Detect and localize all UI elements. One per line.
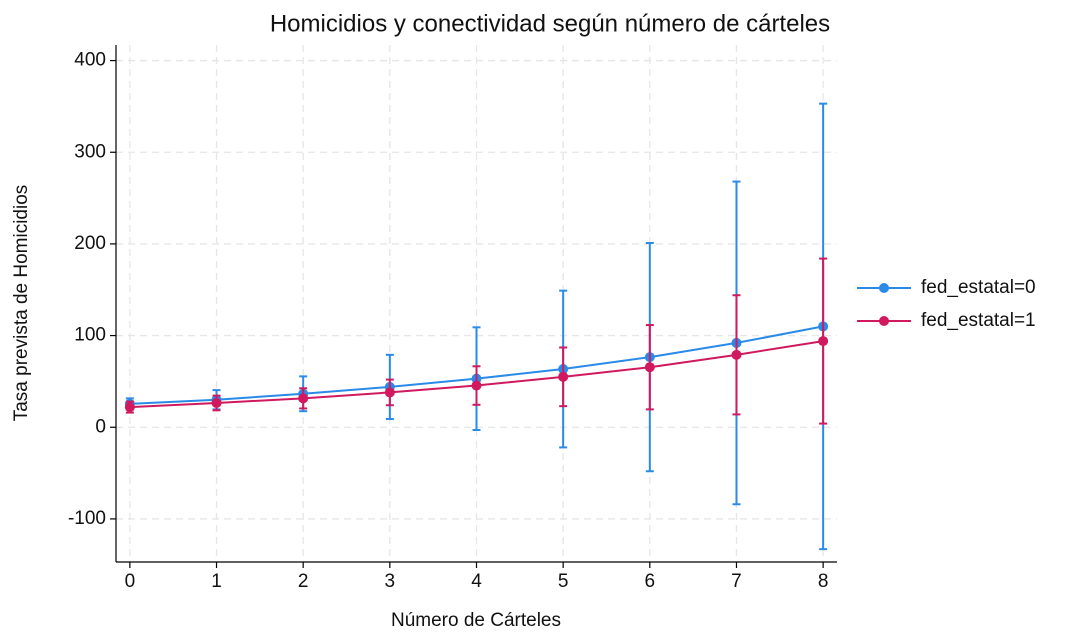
point (384, 387, 395, 398)
chart-title: Homicidios y conectividad según número d… (270, 10, 830, 37)
legend-marker (879, 283, 889, 293)
x-tick-label: 2 (298, 571, 309, 592)
y-tick-label: -100 (68, 508, 106, 529)
point (298, 393, 309, 404)
x-tick-label: 0 (125, 571, 136, 592)
x-axis-label: Número de Cárteles (391, 610, 561, 631)
point (644, 362, 655, 373)
y-tick-label: 400 (74, 50, 106, 71)
x-tick-label: 7 (731, 571, 742, 592)
x-tick-label: 3 (385, 571, 396, 592)
x-tick-label: 1 (211, 571, 222, 592)
legend-label: fed_estatal=1 (921, 310, 1036, 331)
point (558, 371, 569, 382)
point (211, 397, 222, 408)
point (471, 380, 482, 391)
x-tick-label: 6 (645, 571, 656, 592)
y-axis-label: Tasa prevista de Homicidios (11, 185, 32, 422)
legend-label: fed_estatal=0 (921, 277, 1036, 298)
x-tick-label: 8 (818, 571, 829, 592)
point (124, 402, 135, 413)
legend-marker (879, 316, 889, 326)
y-tick-label: 0 (95, 416, 106, 437)
point (818, 336, 829, 347)
x-tick-label: 5 (558, 571, 569, 592)
y-tick-label: 300 (74, 141, 106, 162)
point (731, 349, 742, 360)
y-tick-label: 100 (74, 325, 106, 346)
y-tick-label: 200 (74, 233, 106, 254)
x-tick-label: 4 (471, 571, 482, 592)
